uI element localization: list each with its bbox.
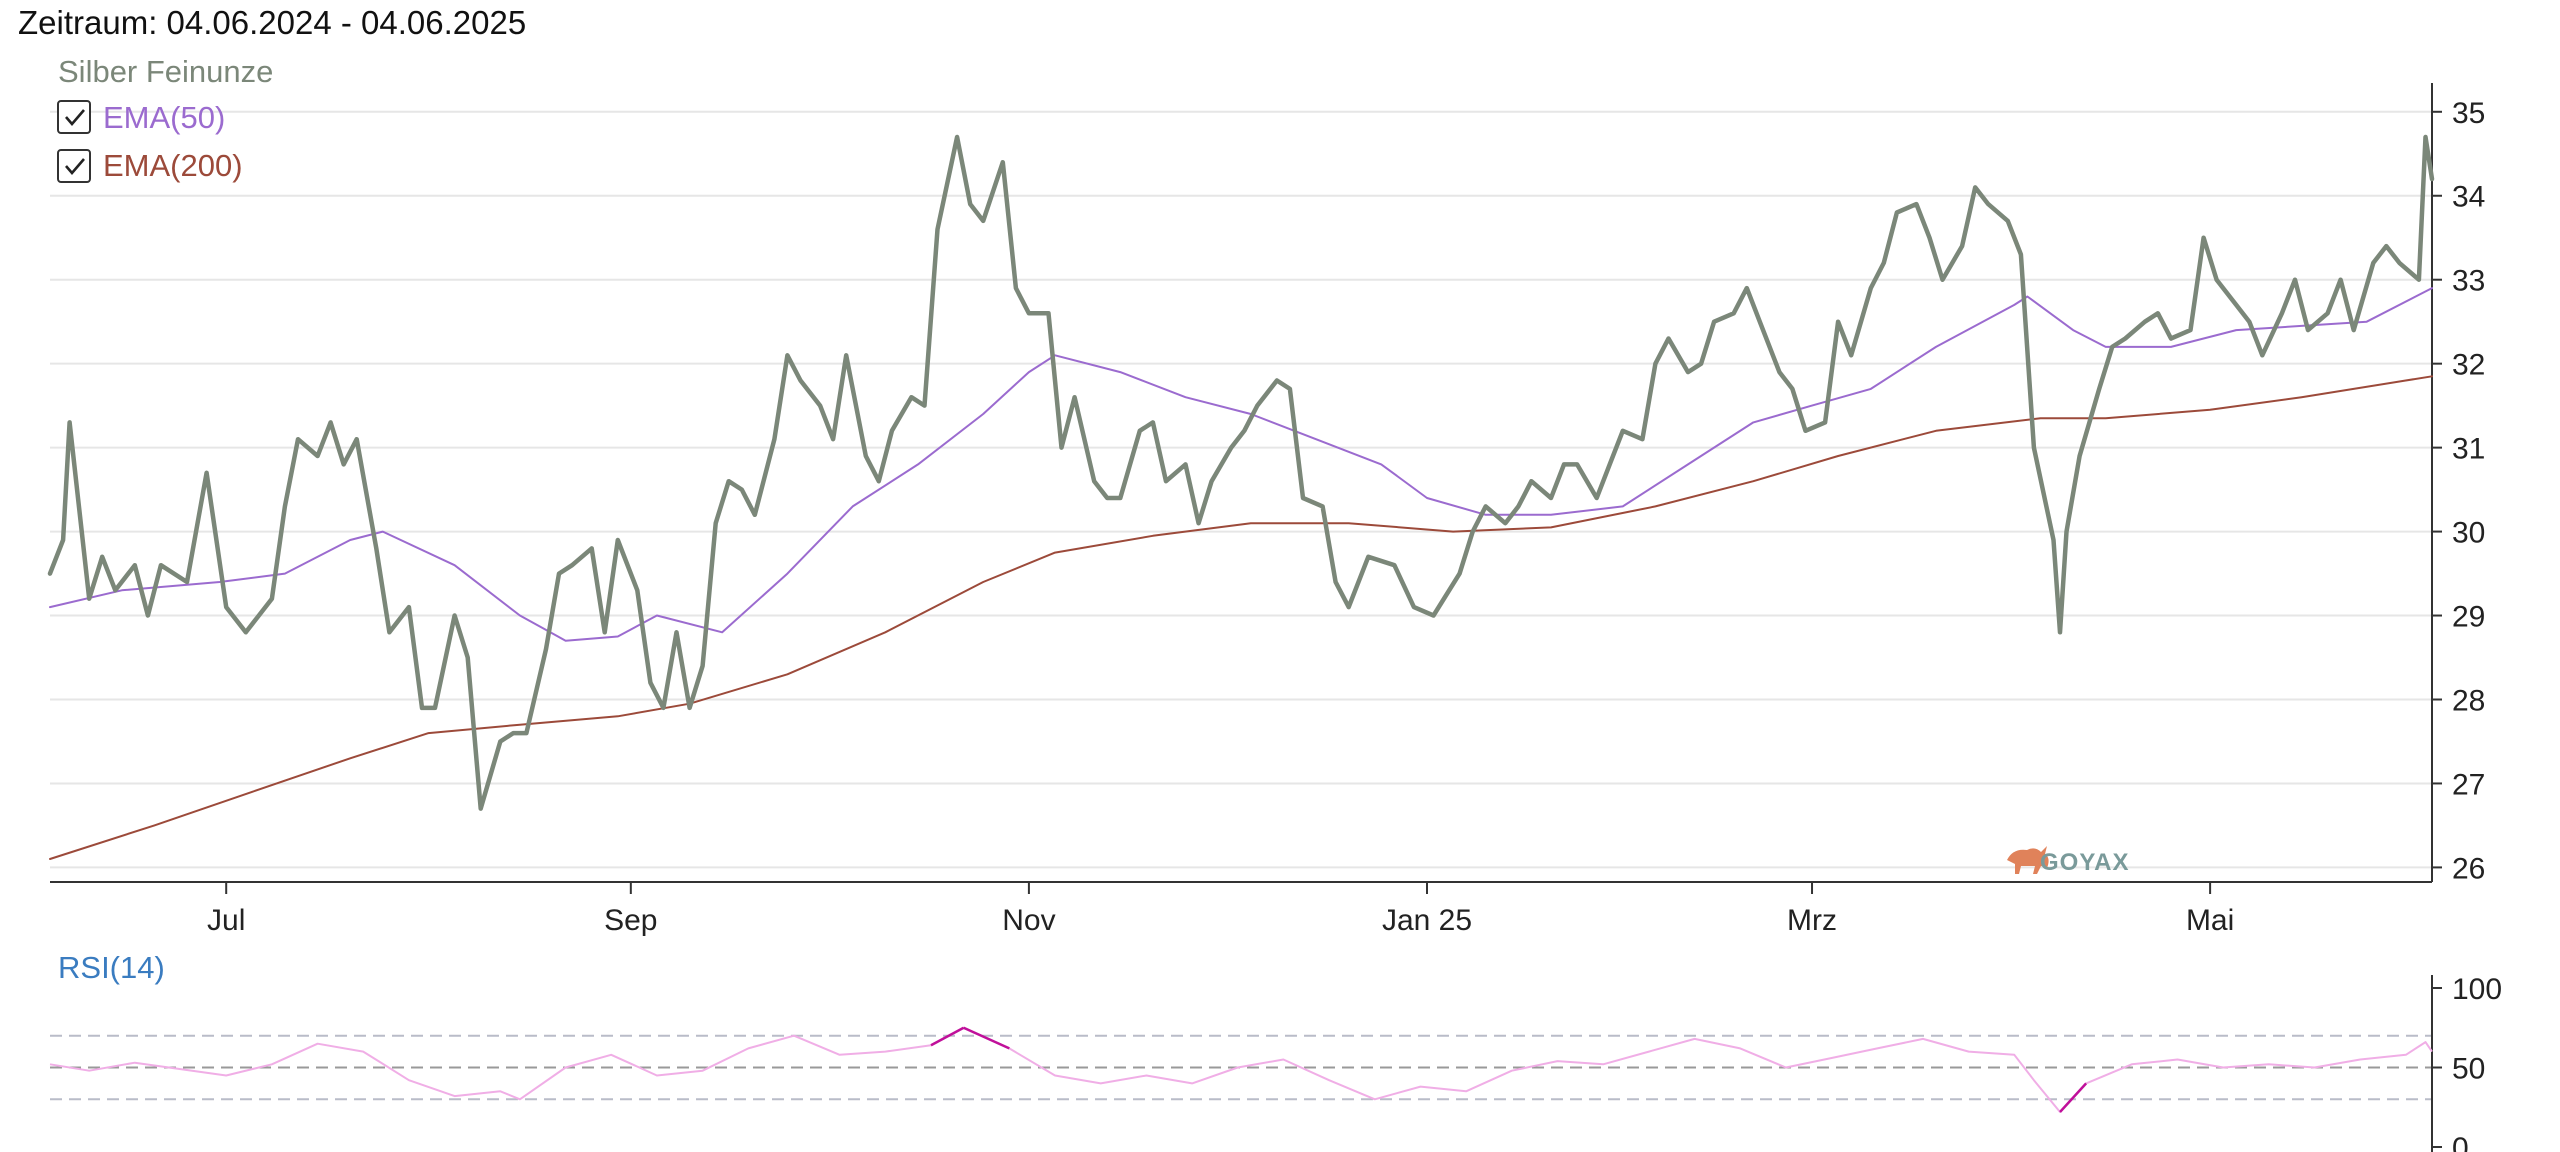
main-series-layer (47, 134, 2435, 860)
y-tick-label: 26 (2452, 852, 2485, 885)
main-axes (50, 83, 2433, 883)
rsi-y-tick-label: 100 (2452, 973, 2502, 1006)
y-tick-label: 35 (2452, 97, 2485, 130)
rsi-series-layer (49, 1026, 2433, 1113)
rsi-y-tick-label: 0 (2452, 1132, 2469, 1152)
series-line-ema-50 (49, 287, 2433, 642)
x-tick-label: Mai (2186, 904, 2234, 937)
rsi-y-ticks: 0 50 100 (2432, 973, 2502, 1152)
rsi-extreme-segment (2059, 1082, 2088, 1113)
goyax-logo: GOYAX (2007, 846, 2129, 876)
goyax-logo-text: GOYAX (2040, 849, 2129, 876)
main-chart-title: Silber Feinunze (58, 54, 273, 89)
y-tick-label: 29 (2452, 601, 2485, 634)
legend-ema200[interactable]: EMA(200) (57, 148, 243, 183)
x-tick-label: Jan 25 (1382, 904, 1472, 937)
bull-icon (2007, 846, 2049, 874)
series-line-silber-feinunze (47, 134, 2435, 811)
x-tick-label: Jul (207, 904, 245, 937)
y-tick-label: 32 (2452, 349, 2485, 382)
y-tick-label: 30 (2452, 517, 2485, 550)
rsi-extreme-segment (963, 1026, 1010, 1050)
rsi-axes (2431, 975, 2433, 1152)
y-tick-label: 34 (2452, 181, 2485, 214)
ema50-checkbox[interactable] (57, 100, 91, 134)
legend: EMA(50) EMA(200) (57, 100, 243, 183)
legend-ema200-label: EMA(200) (103, 148, 243, 183)
chart-title-period: Zeitraum: 04.06.2024 - 04.06.2025 (18, 4, 527, 41)
rsi-reference-lines (50, 1034, 2432, 1101)
checkmark-icon (65, 158, 85, 175)
y-tick-label: 31 (2452, 433, 2485, 466)
x-tick-label: Sep (604, 904, 657, 937)
ema200-checkbox[interactable] (57, 149, 91, 183)
rsi-title: RSI(14) (58, 950, 165, 985)
rsi-y-tick-label: 50 (2452, 1053, 2485, 1086)
series-line-ema-200 (49, 375, 2433, 860)
y-tick-label: 28 (2452, 684, 2485, 717)
legend-ema50[interactable]: EMA(50) (57, 100, 225, 135)
main-x-ticks: Jul Sep Nov Jan 25 Mrz Mai (207, 882, 2234, 937)
legend-ema50-label: EMA(50) (103, 100, 225, 135)
y-tick-label: 33 (2452, 265, 2485, 298)
y-tick-label: 27 (2452, 768, 2485, 801)
rsi-extreme-segment (930, 1026, 965, 1047)
main-gridlines (50, 110, 2432, 869)
x-tick-label: Mrz (1787, 904, 1837, 937)
x-tick-label: Nov (1002, 904, 1055, 937)
checkmark-icon (65, 109, 85, 126)
main-y-ticks: 26 27 28 29 30 31 32 33 34 35 (2432, 97, 2485, 885)
